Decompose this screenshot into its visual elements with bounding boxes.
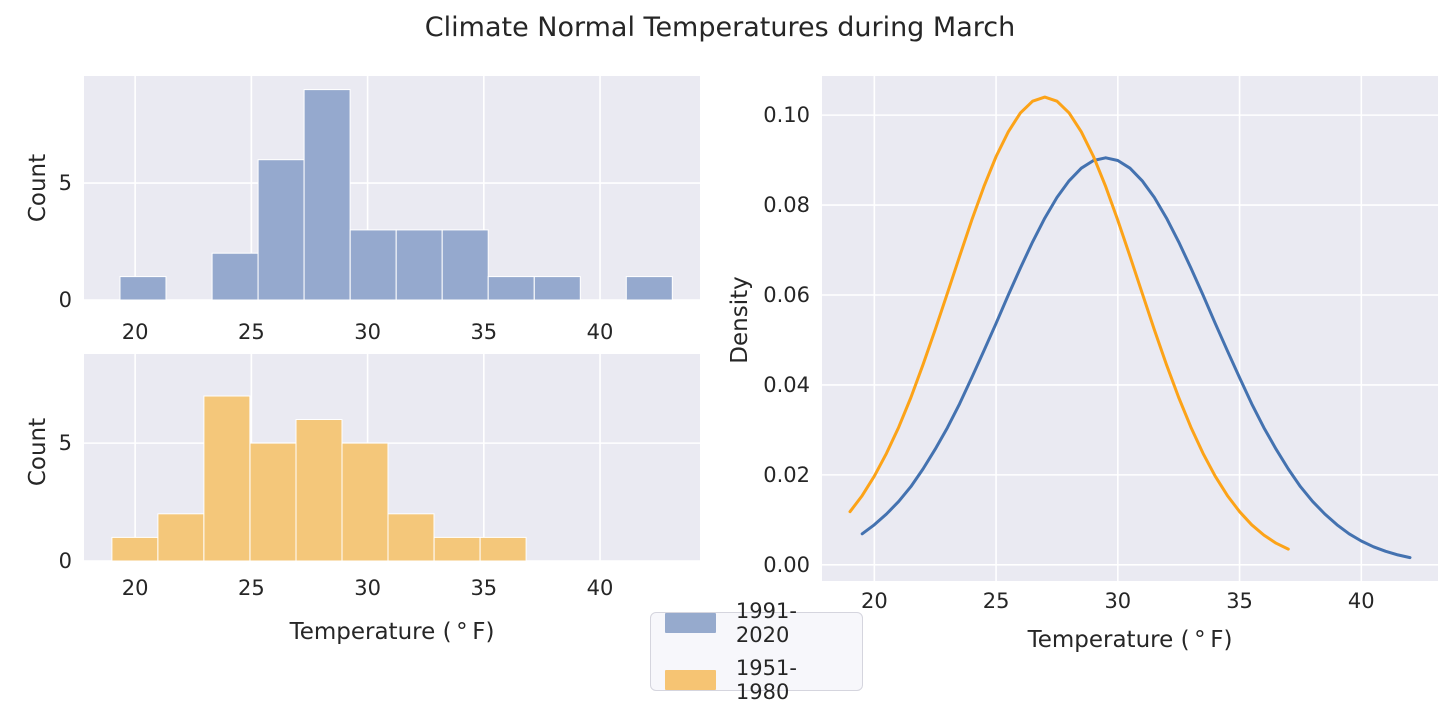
kde-curve-1951-1980 <box>848 95 1290 551</box>
hist-bar <box>157 513 205 561</box>
hist-bar <box>249 442 297 561</box>
hist-bar <box>395 229 443 300</box>
hist_1951_1980-plot <box>84 354 700 561</box>
x-tick-label: 35 <box>470 320 498 344</box>
y-tick-label: 0.06 <box>763 282 810 307</box>
x-tick-label: 30 <box>354 576 381 600</box>
y-tick-label: 0.00 <box>763 552 810 577</box>
x-tick-label: 20 <box>121 320 149 344</box>
hist-bar <box>625 276 673 300</box>
histogram-panel-1951-1980 <box>84 354 700 561</box>
legend-swatch-1951-1980 <box>665 670 716 690</box>
hist-bar <box>487 276 535 300</box>
hist-bar <box>341 442 389 561</box>
x-axis-label-right: Temperature ( ° F) <box>1027 627 1233 653</box>
x-tick-label: 25 <box>237 576 265 600</box>
x-tick-label: 40 <box>586 576 614 600</box>
kde-plot <box>822 76 1438 581</box>
y-tick-label: 0.04 <box>763 372 810 397</box>
chart-title: Climate Normal Temperatures during March <box>424 12 1016 43</box>
hist-bar <box>433 536 481 561</box>
hist-bar <box>303 89 351 300</box>
x-tick-label: 40 <box>1347 589 1375 613</box>
hist-bar <box>203 395 251 561</box>
kde-panel <box>822 76 1438 581</box>
hist-bar <box>387 513 435 561</box>
y-tick-label: 5 <box>58 171 72 196</box>
x-tick-label: 25 <box>237 320 265 344</box>
x-tick-label: 35 <box>470 576 498 600</box>
legend: 1991-2020 1951-1980 <box>650 599 863 704</box>
y-axis-label-count-top: Count <box>25 153 51 223</box>
y-axis-label-density: Density <box>727 276 753 364</box>
histogram-panel-1991-2020 <box>84 76 700 300</box>
x-tick-label: 25 <box>982 589 1010 613</box>
legend-swatch-1991-2020 <box>665 613 716 633</box>
legend-entry-1991-2020: 1991-2020 <box>665 599 848 647</box>
hist-bar <box>533 276 581 300</box>
y-tick-label: 0 <box>58 288 72 312</box>
y-axis-label-count-bottom: Count <box>25 417 51 487</box>
legend-entry-1951-1980: 1951-1980 <box>665 656 848 704</box>
legend-label: 1951-1980 <box>735 656 797 704</box>
x-tick-label: 40 <box>586 320 614 344</box>
x-tick-label: 20 <box>121 576 149 600</box>
y-tick-label: 0.08 <box>763 193 810 218</box>
x-tick-label: 20 <box>860 589 888 613</box>
kde-curve-1991-2020 <box>860 156 1412 560</box>
hist-bar <box>257 159 305 300</box>
hist-bar <box>111 536 159 561</box>
hist-bar <box>479 536 527 561</box>
y-tick-label: 0.02 <box>763 462 810 487</box>
y-tick-label: 0.10 <box>763 103 810 128</box>
hist-bar <box>295 419 343 561</box>
hist-bar <box>211 252 259 300</box>
legend-label: 1991-2020 <box>735 599 797 647</box>
hist_1991_2020-plot <box>84 76 700 300</box>
hist-bar <box>441 229 489 300</box>
hist-bar <box>349 229 397 300</box>
x-axis-label-left: Temperature ( ° F) <box>289 619 495 645</box>
hist-bar <box>119 276 167 300</box>
y-tick-label: 5 <box>58 431 72 456</box>
x-tick-label: 30 <box>1104 589 1132 613</box>
x-tick-label: 35 <box>1226 589 1253 613</box>
y-tick-label: 0 <box>58 549 72 573</box>
x-tick-label: 30 <box>354 320 381 344</box>
